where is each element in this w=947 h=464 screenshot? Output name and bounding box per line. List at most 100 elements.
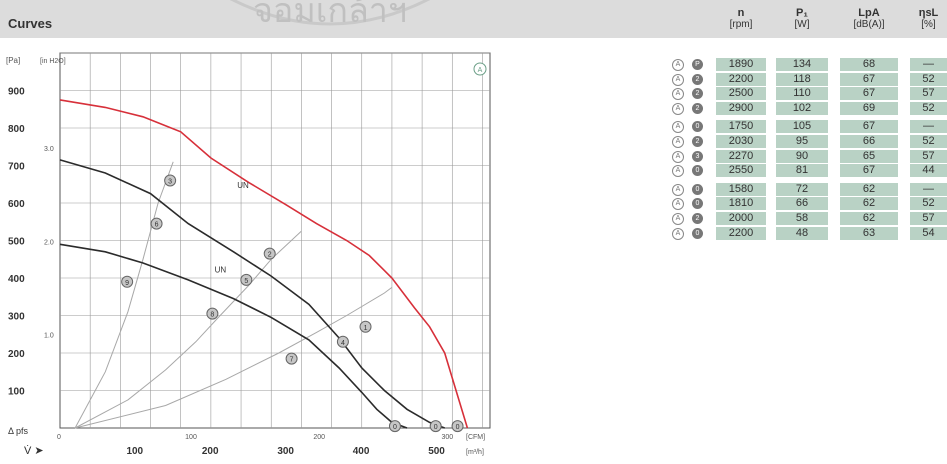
operating-point-label: 6 — [155, 222, 159, 229]
cell-rpm: 2270 — [716, 149, 766, 163]
table-row: A 2 2500 110 67 57 — [664, 87, 947, 101]
y-tick-inh2o: 3.0 — [44, 146, 54, 153]
cell-power: 66 — [776, 197, 828, 211]
cell-rpm: 1750 — [716, 120, 766, 134]
x-tick-cfm: 0 — [57, 434, 61, 441]
cell-sound-level: 62 — [840, 212, 898, 225]
cell-sound-level: 62 — [840, 197, 898, 211]
row-point-badge: 0 — [692, 121, 703, 133]
table-row: A 0 1580 72 62 — — [664, 182, 947, 197]
column-header-title: P₁ — [796, 7, 808, 19]
row-point-badge: 0 — [692, 183, 703, 195]
x-tick-cfm: 100 — [185, 434, 197, 441]
row-region-badge: A — [672, 150, 684, 163]
operating-point-label: 4 — [341, 340, 345, 347]
table-row: A 0 1810 66 62 52 — [664, 197, 947, 211]
operating-point — [336, 335, 349, 348]
table-row: A 2 2000 58 62 57 — [664, 212, 947, 226]
svg-text:จอมเกล้าฯ: จอมเกล้าฯ — [253, 0, 407, 31]
y-axis-label: Δ pfs — [8, 426, 29, 436]
row-point-badge: P — [692, 59, 703, 70]
cell-efficiency: — — [910, 120, 947, 134]
row-region-badge: A — [672, 213, 684, 225]
fan-curve — [59, 159, 445, 429]
row-point-badge: 0 — [692, 227, 703, 239]
operating-point — [206, 307, 219, 320]
table-row: A 0 1750 105 67 — — [664, 120, 947, 134]
y-tick-label: 200 — [8, 349, 25, 360]
row-region-badge: A — [672, 227, 684, 240]
cell-sound-level: 67 — [840, 120, 898, 134]
row-region-badge: A — [672, 165, 684, 178]
operating-point — [240, 273, 253, 286]
cell-power: 134 — [776, 58, 828, 71]
x-axis-label: V̇ ➤ — [24, 444, 44, 457]
table-row: A 0 2550 81 67 44 — [664, 164, 947, 178]
column-header-title: LpA — [858, 7, 880, 19]
cell-rpm: 2000 — [716, 212, 766, 225]
y-tick-label: 500 — [8, 237, 25, 248]
header-band — [0, 0, 947, 38]
y-tick-label: 100 — [8, 387, 25, 398]
operating-point-label: 2 — [268, 252, 272, 259]
row-point-badge: 2 — [692, 73, 703, 85]
column-header: ηsL [%] — [910, 7, 947, 31]
row-point-badge: 2 — [692, 88, 703, 100]
cell-power: 95 — [776, 135, 828, 148]
operating-point-label: 7 — [290, 357, 294, 364]
watermark-logo: จอมเกล้าฯ — [229, 0, 431, 31]
y-tick-label: 400 — [8, 274, 25, 285]
column-header-title: n — [737, 7, 745, 19]
column-header-unit: [dB(A)] — [853, 19, 885, 30]
cell-efficiency: 52 — [910, 197, 947, 211]
row-point-badge: 2 — [692, 136, 703, 147]
row-point-badge: 2 — [692, 213, 703, 224]
y-tick-inh2o: 2.0 — [44, 239, 54, 246]
cell-sound-level: 67 — [840, 164, 898, 178]
cell-sound-level: 65 — [840, 149, 898, 163]
cell-efficiency: 52 — [910, 72, 947, 86]
column-header: n [rpm] — [716, 7, 766, 31]
operating-point — [164, 174, 177, 187]
row-region-badge: A — [672, 136, 684, 148]
x-unit-cfm: [CFM] — [466, 434, 485, 441]
table-row: A 0 2200 48 63 54 — [664, 226, 947, 241]
table-row: A 2 2030 95 66 52 — [664, 135, 947, 149]
cell-rpm: 1890 — [716, 58, 766, 71]
system-curve — [74, 161, 174, 429]
cell-efficiency: 57 — [910, 149, 947, 163]
curve-label: UN — [215, 265, 227, 274]
y-tick-inh2o: 1.0 — [44, 333, 54, 340]
x-tick-m3h: 500 — [428, 446, 445, 457]
table-row: A 3 2270 90 65 57 — [664, 149, 947, 164]
row-region-badge: A — [672, 102, 684, 115]
cell-power: 58 — [776, 212, 828, 225]
row-point-badge: 2 — [692, 102, 703, 114]
row-region-badge: A — [672, 121, 684, 134]
operating-point-label: 9 — [125, 280, 129, 287]
operating-point-label: 5 — [244, 278, 248, 285]
column-header-unit: [rpm] — [729, 19, 753, 30]
row-region-badge: A — [672, 183, 684, 196]
column-header: LpA [dB(A)] — [840, 7, 898, 31]
region-badge-label: A — [478, 67, 483, 74]
cell-sound-level: 68 — [840, 58, 898, 71]
operating-point — [285, 352, 298, 365]
cell-sound-level: 63 — [840, 226, 898, 240]
cell-sound-level: 67 — [840, 87, 898, 101]
operating-point-label: 3 — [168, 179, 172, 186]
y-tick-label: 600 — [8, 199, 25, 210]
row-region-badge: A — [672, 88, 684, 101]
y-tick-label: 700 — [8, 162, 25, 173]
row-point-badge: 0 — [692, 165, 703, 177]
operating-point-label: 0 — [393, 424, 397, 431]
x-unit-m3h: [m³/h] — [466, 449, 484, 456]
column-header-title: ηsL — [918, 7, 939, 19]
y-tick-label: 900 — [8, 87, 25, 98]
y-unit-pa: [Pa] — [6, 56, 20, 65]
cell-efficiency: 54 — [910, 226, 947, 240]
cell-power: 110 — [776, 87, 828, 101]
x-tick-m3h: 100 — [126, 446, 143, 457]
cell-rpm: 2200 — [716, 226, 766, 240]
